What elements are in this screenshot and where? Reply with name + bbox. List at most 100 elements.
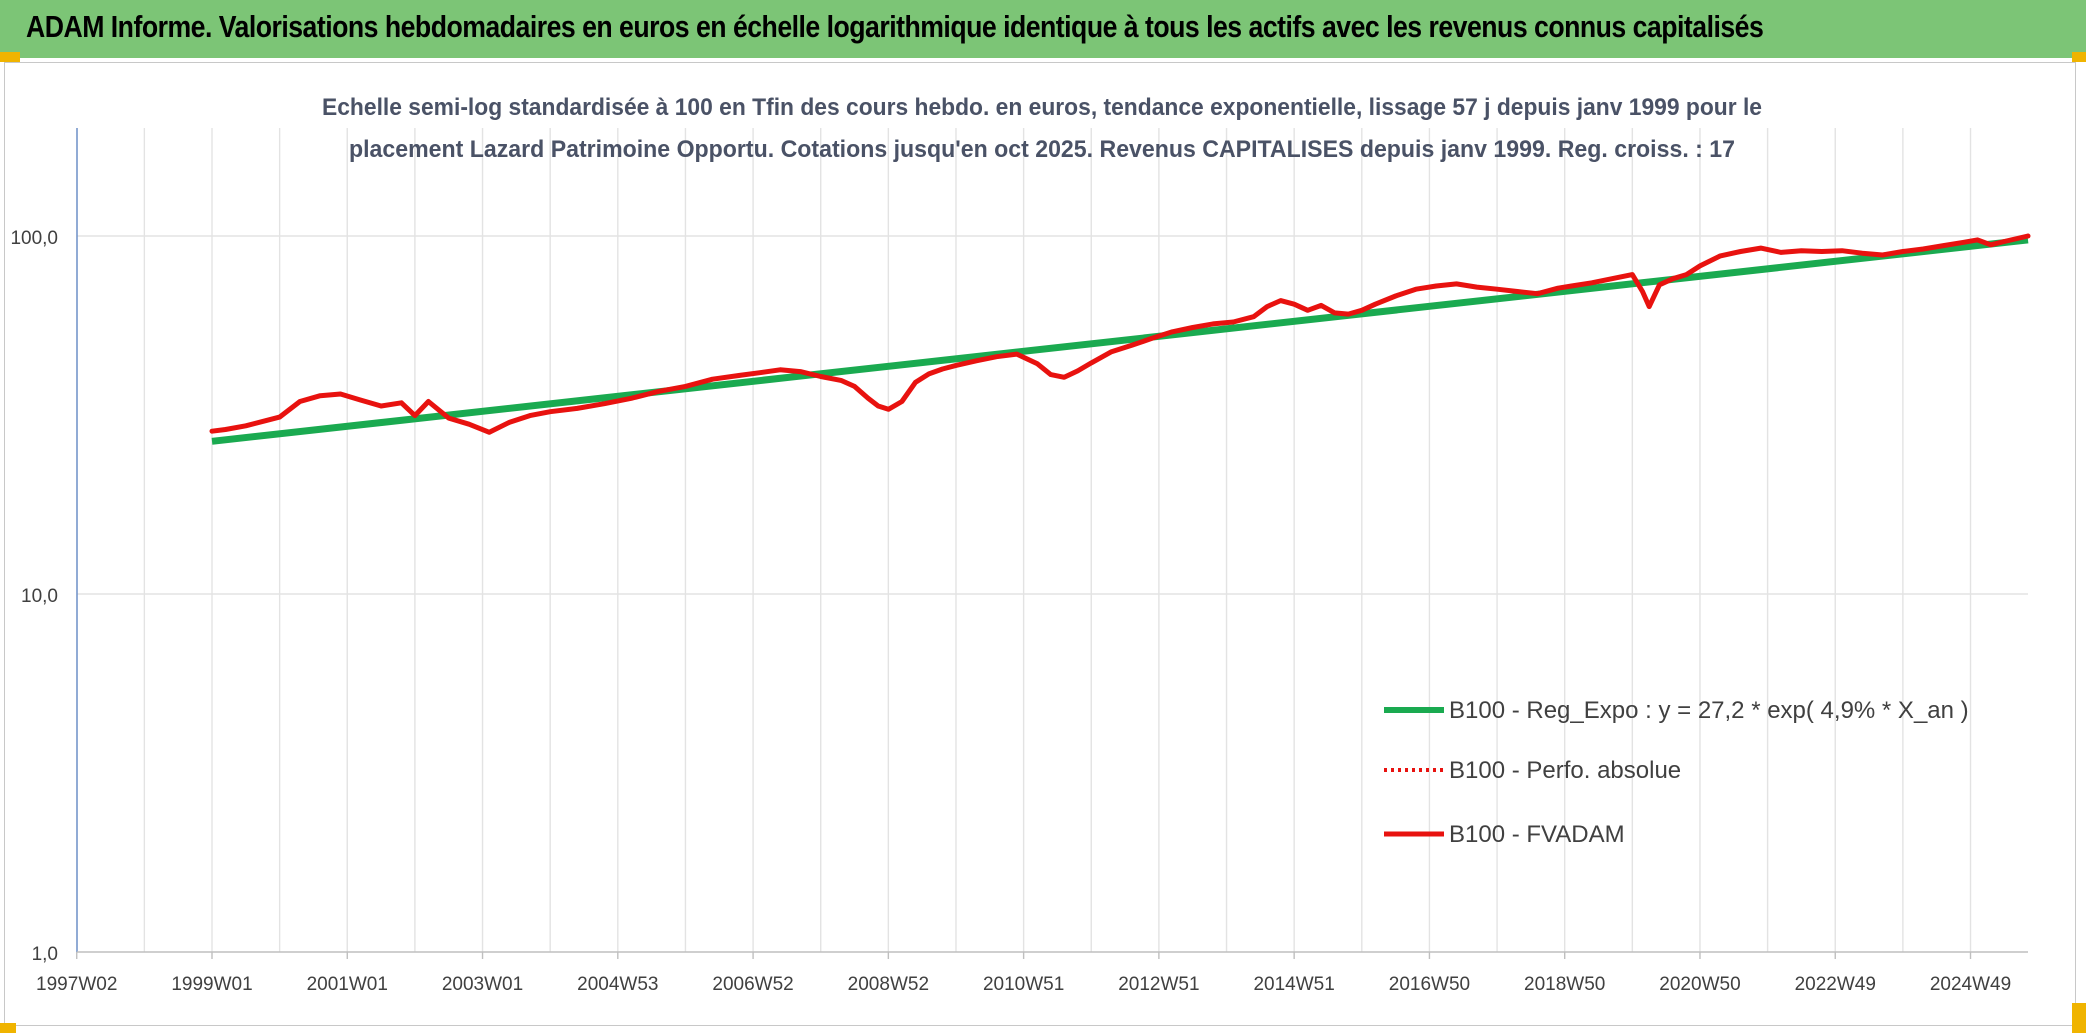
fvadam-point: [1684, 272, 1689, 277]
header-title: ADAM Informe. Valorisations hebdomadaire…: [26, 9, 1764, 44]
fvadam-point: [318, 393, 323, 398]
fvadam-point: [1129, 343, 1135, 348]
x-tick-label: 2020W50: [1659, 974, 1740, 995]
fvadam-point: [1569, 283, 1574, 289]
fvadam-point: [1048, 372, 1053, 377]
fvadam-point: [1393, 293, 1398, 299]
fvadam-point: [1373, 302, 1378, 307]
fvadam-point: [1251, 314, 1256, 319]
fvadam-point: [2025, 233, 2031, 239]
fvadam-point: [426, 399, 431, 404]
fvadam-point: [777, 367, 783, 372]
fvadam-point: [1413, 287, 1419, 292]
fvadam-point: [575, 406, 580, 411]
fvadam-point: [263, 418, 269, 423]
fvadam-point: [1975, 237, 1980, 243]
fvadam-point: [1961, 240, 1966, 245]
fvadam-point: [527, 413, 533, 418]
fvadam-point: [940, 366, 945, 372]
fvadam-line: [209, 233, 2031, 435]
fvadam-point: [1589, 280, 1595, 285]
fvadam-point: [1075, 368, 1080, 374]
fvadam-point: [223, 427, 228, 432]
legend-entry: B100 - Reg_Expo : y = 27,2 * exp( 4,9% *…: [1449, 697, 1969, 724]
x-tick-label: 2014W51: [1253, 974, 1334, 995]
fvadam-point: [1149, 336, 1155, 341]
fvadam-point: [1860, 251, 1865, 256]
fvadam-point: [1014, 351, 1020, 357]
y-tick-labels: 100,0 10,0 1,0: [10, 228, 58, 965]
fvadam-point: [710, 377, 715, 382]
fvadam-point: [1278, 298, 1283, 303]
chart-frame: [4, 62, 2076, 1026]
fvadam-point: [1555, 286, 1561, 291]
fvadam-point: [338, 391, 343, 397]
fvadam-point: [1454, 281, 1459, 287]
fvadam-point: [1264, 304, 1270, 309]
fvadam-point: [548, 409, 553, 414]
fvadam-point: [1921, 246, 1926, 252]
fvadam-point: [1434, 283, 1439, 289]
fvadam-point: [1819, 249, 1824, 254]
fvadam-point: [1941, 243, 1946, 248]
fvadam-point: [1718, 253, 1723, 259]
fvadam-point: [399, 400, 404, 405]
fvadam-point: [1305, 308, 1310, 313]
fvadam-point: [1359, 308, 1365, 313]
fvadam-point: [865, 396, 871, 401]
x-tick-label: 2018W50: [1524, 974, 1605, 995]
x-tick-label: 2008W52: [848, 974, 929, 995]
fvadam-point: [838, 378, 844, 383]
fvadam-point: [876, 403, 881, 409]
fvadam-point: [1738, 249, 1743, 254]
fvadam-point: [953, 363, 959, 368]
x-tick-label: 2012W51: [1118, 974, 1199, 995]
fvadam-point: [1292, 302, 1297, 307]
fvadam-point: [1231, 319, 1236, 325]
fvadam-point: [994, 354, 999, 359]
fvadam-point: [378, 403, 384, 409]
fvadam-point: [656, 389, 661, 394]
fvadam-point: [277, 414, 282, 420]
fvadam-point: [1089, 360, 1094, 366]
fvadam-point: [926, 371, 932, 377]
legend-entry: B100 - FVADAM: [1449, 821, 1625, 848]
fvadam-point: [507, 420, 512, 425]
fvadam-point: [818, 374, 823, 379]
fvadam-point: [1670, 276, 1676, 281]
fvadam-point: [1657, 282, 1662, 288]
corner-accent-left: [0, 52, 20, 62]
fvadam-point: [974, 358, 979, 363]
fvadam-point: [2002, 239, 2007, 244]
fvadam-point: [466, 422, 472, 427]
fvadam-point: [1609, 276, 1615, 281]
x-tick-label: 2022W49: [1795, 974, 1876, 995]
y-tick-label: 10,0: [21, 586, 58, 607]
fvadam-point: [209, 429, 215, 434]
fvadam-point: [243, 423, 248, 428]
fvadam-point: [913, 380, 918, 385]
fvadam-point: [1880, 252, 1885, 258]
fvadam-point: [1535, 291, 1540, 296]
fvadam-point: [798, 369, 803, 374]
fvadam-point: [1319, 303, 1324, 308]
fvadam-point: [1630, 272, 1635, 277]
corner-accent-bottom-left: [0, 1023, 16, 1033]
y-tick-label: 1,0: [32, 944, 58, 965]
fvadam-point: [1190, 325, 1195, 330]
fvadam-point: [1758, 245, 1764, 251]
fvadam-point: [852, 384, 857, 389]
fvadam-point: [1640, 289, 1645, 294]
fvadam-point: [297, 399, 303, 404]
grid: [76, 128, 2028, 959]
legend: B100 - Reg_Expo : y = 27,2 * exp( 4,9% *…: [1384, 697, 1969, 848]
legend-entry: B100 - Perfo. absolue: [1449, 757, 1681, 784]
x-tick-label: 2016W50: [1389, 974, 1470, 995]
chart-title-line-2: placement Lazard Patrimoine Opportu. Cot…: [349, 136, 1735, 163]
fvadam-point: [1170, 329, 1175, 334]
y-tick-label: 100,0: [10, 228, 58, 249]
fvadam-point: [629, 396, 634, 401]
fvadam-point: [1034, 361, 1040, 366]
series: [209, 233, 2031, 445]
